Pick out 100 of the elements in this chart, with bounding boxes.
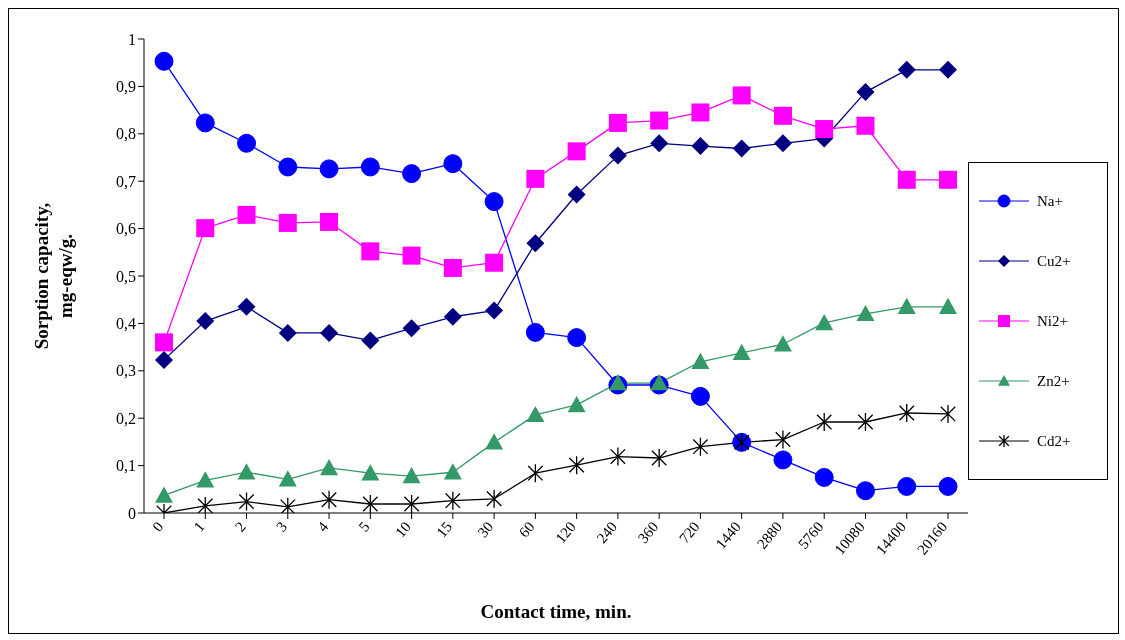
point xyxy=(196,219,215,238)
point xyxy=(155,350,173,369)
x-tick-label: 720 xyxy=(676,518,703,547)
x-tick-label: 10 xyxy=(391,518,414,541)
point xyxy=(816,412,833,432)
y-axis-title: Sorption capacity, mg-eqw/g. xyxy=(31,202,76,350)
point xyxy=(856,116,875,135)
y-tick-label: 1 xyxy=(128,30,136,48)
point xyxy=(485,253,504,272)
point xyxy=(568,455,585,475)
point xyxy=(237,297,256,316)
point xyxy=(775,429,791,450)
point xyxy=(361,242,380,261)
y-tick-label: 0,3 xyxy=(116,362,136,380)
point xyxy=(897,170,916,189)
point xyxy=(939,170,957,189)
x-tick-label: 4 xyxy=(314,518,332,535)
x-tick-label: 60 xyxy=(515,518,538,541)
point xyxy=(402,319,421,338)
y-tick-label: 0,4 xyxy=(116,315,136,333)
point xyxy=(443,307,462,326)
point xyxy=(857,412,874,432)
point xyxy=(897,60,916,79)
point xyxy=(773,134,792,153)
point xyxy=(402,467,421,484)
point xyxy=(526,405,545,423)
x-tick-label: 15 xyxy=(433,518,456,541)
y-tick-label: 0,6 xyxy=(116,220,136,238)
point xyxy=(360,157,380,177)
point xyxy=(485,301,504,320)
point xyxy=(525,322,545,342)
point xyxy=(319,159,339,179)
x-tick-label: 2 xyxy=(231,518,249,535)
point xyxy=(773,335,792,352)
point xyxy=(320,458,339,476)
point xyxy=(527,463,544,483)
point xyxy=(361,331,380,350)
point xyxy=(567,395,586,413)
point xyxy=(443,258,462,277)
point xyxy=(692,436,709,457)
point xyxy=(155,486,173,503)
point xyxy=(526,234,545,253)
x-tick-label: 3 xyxy=(273,518,291,535)
x-tick-label: 5 xyxy=(355,518,373,535)
y-tick-label: 0 xyxy=(128,504,136,522)
point xyxy=(691,137,710,156)
point xyxy=(732,86,751,105)
point xyxy=(897,476,917,496)
point xyxy=(443,463,462,480)
point xyxy=(608,146,627,165)
point xyxy=(610,446,626,467)
point xyxy=(691,352,710,369)
point xyxy=(938,476,958,496)
x-tick-label: 360 xyxy=(634,518,662,547)
legend-label: Cu2+ xyxy=(1037,252,1071,270)
point xyxy=(650,134,669,153)
point xyxy=(196,471,215,488)
point xyxy=(732,343,751,360)
point xyxy=(444,491,461,511)
y-tick-label: 0,1 xyxy=(116,457,136,475)
x-tick-label: 30 xyxy=(474,518,497,541)
point xyxy=(567,328,587,348)
x-tick-label: 0 xyxy=(149,518,167,535)
point xyxy=(320,212,339,231)
point xyxy=(155,333,173,352)
point xyxy=(237,205,256,224)
point xyxy=(940,404,956,424)
x-tick-label: 120 xyxy=(552,518,579,547)
point xyxy=(732,139,751,158)
x-tick-label: 240 xyxy=(593,518,621,547)
point xyxy=(773,106,792,125)
point xyxy=(237,463,256,480)
point xyxy=(690,386,710,406)
legend-label: Cd2+ xyxy=(1037,432,1071,450)
y-tick-label: 0,2 xyxy=(116,409,136,427)
point xyxy=(443,154,463,174)
point xyxy=(856,304,875,322)
point xyxy=(567,142,586,161)
point xyxy=(650,111,669,130)
point xyxy=(195,113,215,133)
point xyxy=(855,481,875,501)
point xyxy=(856,83,875,102)
point xyxy=(278,213,297,232)
point xyxy=(567,185,586,204)
point xyxy=(196,312,215,331)
point xyxy=(898,403,915,423)
legend-label: Zn2+ xyxy=(1037,372,1070,390)
point xyxy=(939,297,957,315)
point xyxy=(486,489,502,509)
point xyxy=(361,464,380,481)
y-tick-label: 0,5 xyxy=(116,267,136,285)
point xyxy=(237,133,257,153)
point xyxy=(897,297,916,315)
y-tick-label: 0,8 xyxy=(116,125,136,143)
point xyxy=(815,313,834,331)
point xyxy=(773,450,793,470)
point xyxy=(402,164,422,184)
point xyxy=(278,470,297,487)
point xyxy=(278,157,298,177)
point xyxy=(278,323,297,342)
